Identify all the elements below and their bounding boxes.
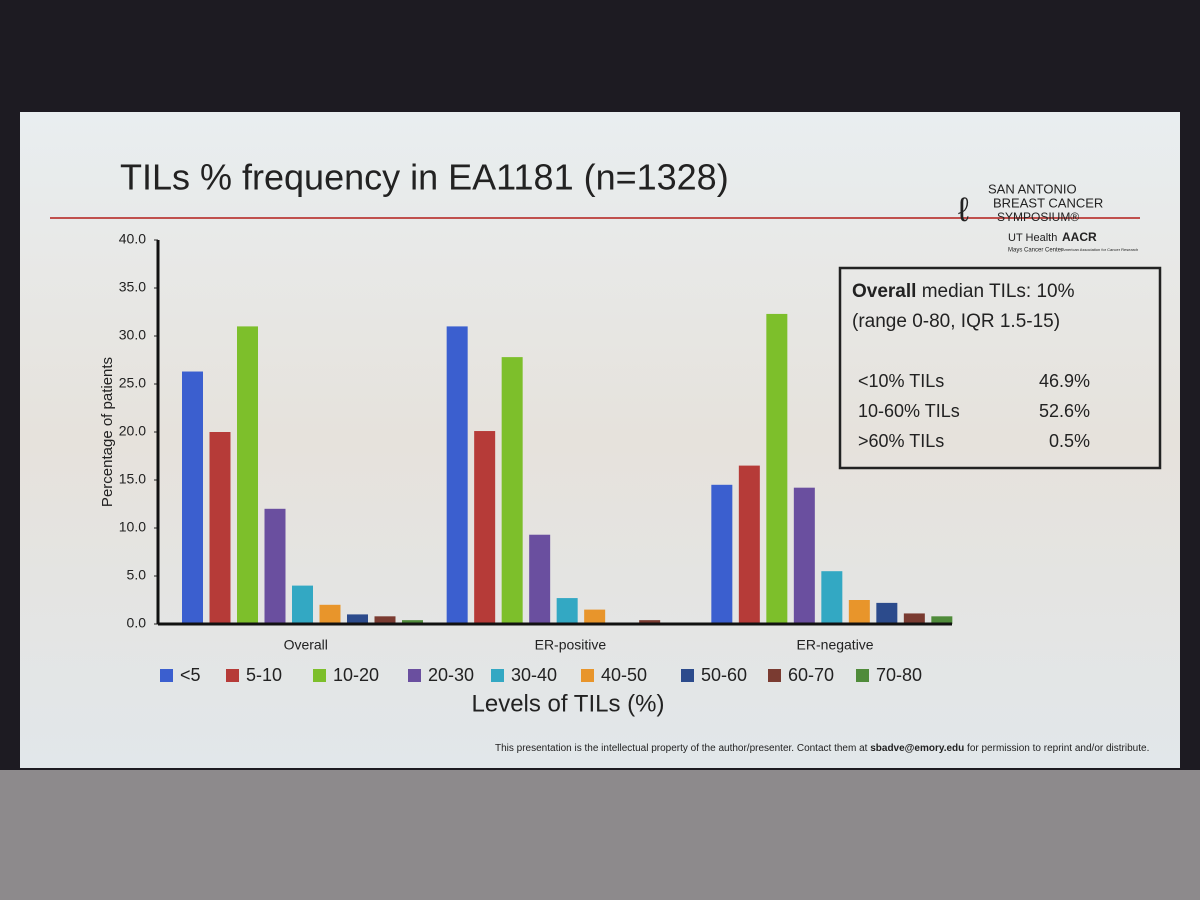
summary-label: >60% TILs xyxy=(858,431,944,451)
summary-border xyxy=(838,266,1162,470)
logo-text: Mays Cancer Center xyxy=(1008,248,1063,254)
x-tick-label: Overall xyxy=(284,637,328,653)
bar xyxy=(931,616,953,624)
legend-swatch xyxy=(160,669,173,682)
y-tick-label: 20.0 xyxy=(119,423,146,439)
summary-line: Overall median TILs: 10% xyxy=(852,281,1075,302)
y-tick-label: 10.0 xyxy=(119,519,146,535)
footer: This presentation is the intellectual pr… xyxy=(495,743,1149,754)
logo-text: American Association for Cancer Research xyxy=(1062,247,1138,252)
bar xyxy=(711,484,733,624)
logo-text: SAN ANTONIO xyxy=(988,181,1077,196)
bar xyxy=(347,614,368,624)
legend-label: 40-50 xyxy=(601,665,647,685)
bar xyxy=(237,326,258,624)
y-tick-label: 40.0 xyxy=(119,231,146,247)
bar xyxy=(584,609,606,624)
x-tick-label: ER-positive xyxy=(535,637,607,653)
y-tick-label: 0.0 xyxy=(127,615,147,631)
y-axis-label: Percentage of patients xyxy=(99,357,116,507)
legend-label: 30-40 xyxy=(511,665,557,685)
chart-title: TILs % frequency in EA1181 (n=1328) xyxy=(120,157,729,198)
legend-label: 70-80 xyxy=(876,665,922,685)
footer-email: sbadve@emory.edu xyxy=(870,743,964,754)
legend-swatch xyxy=(408,669,421,682)
y-tick-label: 35.0 xyxy=(119,279,146,295)
y-tick-label: 30.0 xyxy=(119,327,146,343)
legend-label: 20-30 xyxy=(428,665,474,685)
bar xyxy=(876,602,898,624)
summary-label: 10-60% TILs xyxy=(858,401,960,421)
y-tick-label: 5.0 xyxy=(127,567,147,583)
bar xyxy=(903,613,925,624)
summary-bold: Overall xyxy=(852,281,916,302)
x-axis-label: Levels of TILs (%) xyxy=(472,690,665,717)
summary-rest: median TILs: 10% xyxy=(916,281,1074,302)
footer-text: for permission to reprint and/or distrib… xyxy=(964,743,1149,754)
bar xyxy=(209,432,231,624)
legend-swatch xyxy=(313,669,326,682)
bar xyxy=(474,431,496,624)
legend-label: <5 xyxy=(180,665,201,685)
logo-text: BREAST CANCER xyxy=(993,195,1103,210)
legend-label: 50-60 xyxy=(701,665,747,685)
bar xyxy=(529,534,551,624)
x-tick-label: ER-negative xyxy=(797,637,874,653)
legend-label: 5-10 xyxy=(246,665,282,685)
bar xyxy=(402,620,423,624)
curtain xyxy=(0,770,1200,900)
y-tick-label: 15.0 xyxy=(119,471,146,487)
y-tick-label: 25.0 xyxy=(119,375,146,391)
logo-mark: ℓ xyxy=(958,191,969,229)
summary-range: (range 0-80, IQR 1.5-15) xyxy=(852,311,1060,332)
bar xyxy=(848,600,870,624)
bar xyxy=(264,508,286,624)
legend-label: 60-70 xyxy=(788,665,834,685)
bar xyxy=(374,616,396,624)
bar xyxy=(738,465,760,624)
bar xyxy=(766,313,788,624)
bar xyxy=(556,598,578,624)
summary-value: 46.9% xyxy=(1039,371,1090,391)
legend-swatch xyxy=(856,669,869,682)
logo-text: AACR xyxy=(1062,230,1097,244)
legend-swatch xyxy=(226,669,239,682)
bar xyxy=(182,371,203,624)
legend-swatch xyxy=(768,669,781,682)
summary-label: <10% TILs xyxy=(858,371,944,391)
summary-value: 52.6% xyxy=(1039,401,1090,421)
legend-label: 10-20 xyxy=(333,665,379,685)
logo-text: UT Health xyxy=(1008,232,1057,244)
bar xyxy=(501,357,523,624)
legend-swatch xyxy=(681,669,694,682)
bar xyxy=(821,571,843,624)
footer-text: This presentation is the intellectual pr… xyxy=(495,743,870,754)
bar xyxy=(292,585,313,624)
summary-value: 0.5% xyxy=(1049,431,1090,451)
legend-swatch xyxy=(581,669,594,682)
bar xyxy=(639,620,661,624)
summary-box: Overall median TILs: 10% (range 0-80, IQ… xyxy=(838,266,1162,470)
logo: SAN ANTONIO BREAST CANCER SYMPOSIUM® ℓ U… xyxy=(958,181,1138,253)
bar xyxy=(793,487,815,624)
bar xyxy=(319,604,341,624)
logo-text: SYMPOSIUM® xyxy=(997,210,1079,224)
legend-swatch xyxy=(491,669,504,682)
bar xyxy=(446,326,468,624)
